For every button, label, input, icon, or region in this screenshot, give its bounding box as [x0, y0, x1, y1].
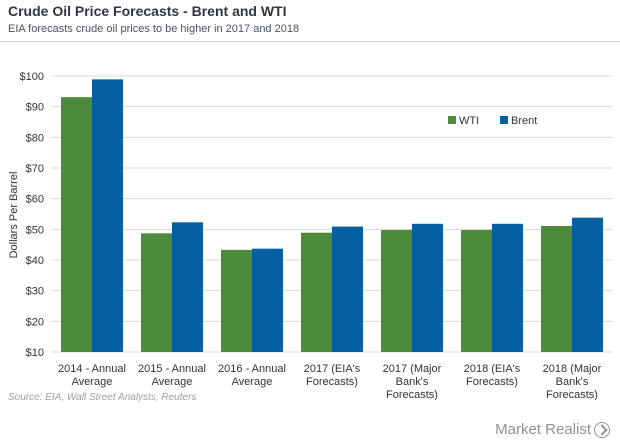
brent-bar [572, 217, 603, 352]
wti-bar [461, 229, 492, 352]
chart-subtitle: EIA forecasts crude oil prices to be hig… [8, 23, 300, 35]
y-tick-label: $90 [26, 102, 44, 114]
brand-name: Market Realist [495, 421, 591, 438]
legend-label: WTI [459, 115, 479, 127]
brent-legend-swatch [500, 116, 508, 124]
wti-bar [541, 225, 572, 352]
y-tick-label: $40 [26, 255, 44, 267]
brent-bar [252, 248, 283, 352]
x-tick-label: 2015 - Annual Average [138, 363, 206, 388]
y-tick-label: $80 [26, 132, 44, 144]
wti-bar [301, 232, 332, 352]
y-tick-label: $60 [26, 194, 44, 206]
brent-bar [412, 223, 443, 352]
y-tick-label: $50 [26, 224, 44, 236]
x-tick-label: 2017 (Major Bank's Forecasts) [383, 363, 442, 400]
legend-label: Brent [511, 115, 537, 127]
y-tick-label: $100 [20, 71, 44, 83]
x-tick-label: 2014 - Annual Average [58, 363, 126, 388]
brent-bar [92, 79, 123, 352]
y-tick-label: $70 [26, 163, 44, 175]
brand-logo: Market Realist [495, 421, 610, 438]
x-tick-label: 2018 (EIA's Forecasts) [464, 363, 521, 388]
y-tick-label: $10 [26, 347, 44, 359]
chart-title: Crude Oil Price Forecasts - Brent and WT… [8, 3, 287, 19]
legend: WTI Brent [448, 115, 537, 127]
brent-bar [492, 223, 523, 352]
wti-bar [61, 97, 92, 352]
wti-bar [221, 249, 252, 352]
wti-bar [141, 233, 172, 352]
wti-bar [381, 229, 412, 352]
y-axis-tick-labels: $10 $20 $30 $40 $50 $60 $70 $80 $90 $100 [20, 71, 44, 359]
brent-bar [172, 222, 203, 352]
source-note: Source: EIA, Wall Street Analysts, Reute… [8, 392, 197, 403]
y-tick-label: $20 [26, 316, 44, 328]
y-tick-label: $30 [26, 286, 44, 298]
x-tick-label: 2016 - Annual Average [218, 363, 286, 388]
bar-chart: $10 $20 $30 $40 $50 $60 $70 $80 $90 $100 Dollars … [8, 71, 612, 400]
header-divider [0, 41, 620, 42]
x-axis-tick-labels: 2014 - Annual Average 2015 - Annual Average… [58, 363, 602, 400]
arrow-circle-icon [594, 421, 610, 438]
wti-legend-swatch [448, 116, 456, 124]
y-axis-label: Dollars Per Barrel [8, 172, 20, 259]
brent-bar [332, 226, 363, 352]
bars [61, 79, 603, 352]
x-tick-label: 2017 (EIA's Forecasts) [304, 363, 361, 388]
x-tick-label: 2018 (Major Bank's Forecasts) [543, 363, 602, 400]
